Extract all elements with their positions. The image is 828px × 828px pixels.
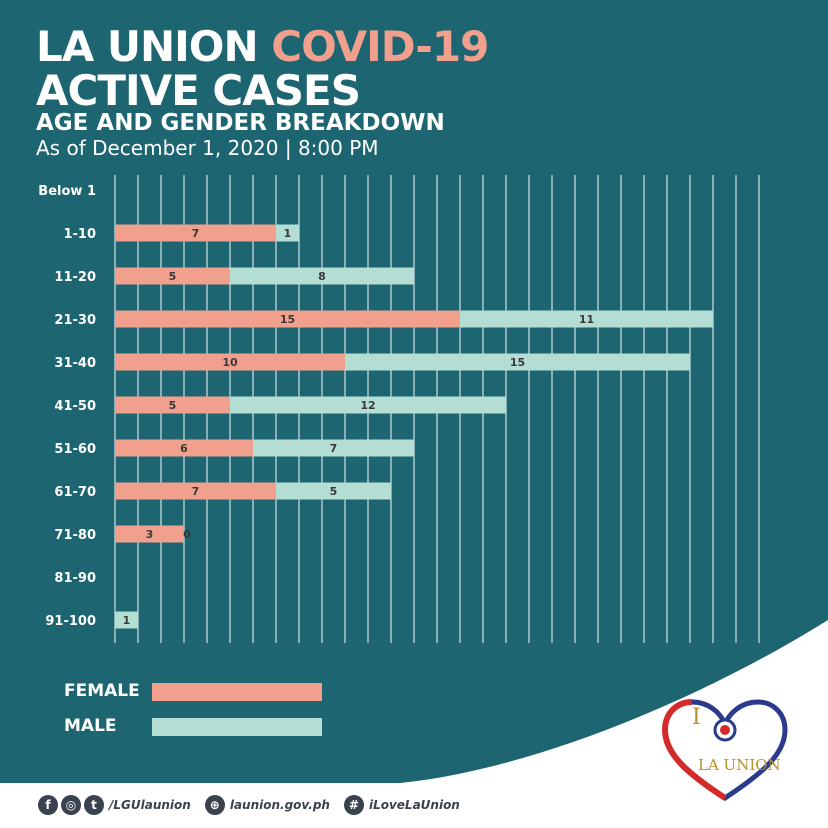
- female-bar: [115, 267, 230, 285]
- data-label: 11: [579, 313, 594, 326]
- data-label: 1: [123, 614, 131, 627]
- hashtag-text: iLoveLaUnion: [368, 798, 460, 812]
- logo-letter-i: I: [692, 705, 701, 730]
- female-bar: [115, 482, 276, 500]
- data-label: 7: [192, 227, 200, 240]
- female-bar: [115, 353, 345, 371]
- legend-female-label: FEMALE: [64, 681, 140, 701]
- data-label: 5: [169, 399, 177, 412]
- data-label: 15: [280, 313, 295, 326]
- female-bar: [115, 525, 184, 543]
- data-label: 5: [169, 270, 177, 283]
- category-label: 1-10: [63, 227, 96, 242]
- data-label: 15: [510, 356, 525, 369]
- hashtag-icon[interactable]: #: [343, 795, 364, 815]
- social-handle: /LGUlaunion: [109, 798, 191, 812]
- data-label: 0: [183, 528, 191, 541]
- male-bar: [276, 482, 391, 500]
- data-label: 7: [192, 485, 200, 498]
- male-bar: [460, 310, 713, 328]
- male-bar: [115, 611, 138, 629]
- male-bar: [345, 353, 690, 371]
- category-label: 31-40: [54, 356, 96, 371]
- male-bar: [230, 267, 414, 285]
- category-label: 91-100: [45, 614, 96, 629]
- title-highlight: COVID-19: [271, 22, 489, 71]
- data-label: 3: [146, 528, 154, 541]
- data-label: 10: [222, 356, 238, 369]
- twitter-icon[interactable]: t: [84, 795, 104, 815]
- category-label: 61-70: [54, 485, 96, 500]
- category-label: Below 1: [38, 184, 96, 199]
- category-label: 71-80: [54, 528, 96, 543]
- page-title-line2: ACTIVE CASES: [36, 66, 361, 115]
- female-bar: [115, 224, 276, 242]
- male-bar: [253, 439, 414, 457]
- category-label: 51-60: [54, 442, 96, 457]
- male-bar: [230, 396, 506, 414]
- female-bar: [115, 310, 460, 328]
- page-title-line1: LA UNION COVID-19: [36, 22, 489, 71]
- legend-female-swatch: [152, 683, 322, 701]
- legend-male-label: MALE: [64, 716, 117, 736]
- category-label: 11-20: [54, 270, 96, 285]
- data-label: 8: [318, 270, 326, 283]
- data-label: 1: [284, 227, 292, 240]
- data-label: 6: [180, 442, 188, 455]
- category-label: 21-30: [54, 313, 96, 328]
- category-label: 81-90: [54, 571, 96, 586]
- facebook-icon[interactable]: f: [38, 795, 58, 815]
- female-bar: [115, 396, 230, 414]
- data-label: 12: [360, 399, 375, 412]
- male-bar: [276, 224, 299, 242]
- legend-male-swatch: [152, 718, 322, 736]
- logo-text: LA UNION: [698, 756, 781, 774]
- title-part1: LA UNION: [36, 22, 272, 71]
- globe-icon[interactable]: ⊕: [204, 795, 225, 815]
- page-subtitle: AGE AND GENDER BREAKDOWN: [36, 110, 445, 136]
- as-of-date: As of December 1, 2020 | 8:00 PM: [36, 136, 379, 160]
- website-link[interactable]: launion.gov.ph: [229, 798, 330, 812]
- data-label: 5: [330, 485, 338, 498]
- data-label: 7: [330, 442, 338, 455]
- la-union-logo: I LA UNION: [661, 699, 788, 801]
- category-label: 41-50: [54, 399, 96, 414]
- instagram-icon[interactable]: ◎: [61, 795, 81, 815]
- footer: f ◎ t /LGUlaunion ⊕ launion.gov.ph # iLo…: [38, 792, 474, 818]
- female-bar: [115, 439, 253, 457]
